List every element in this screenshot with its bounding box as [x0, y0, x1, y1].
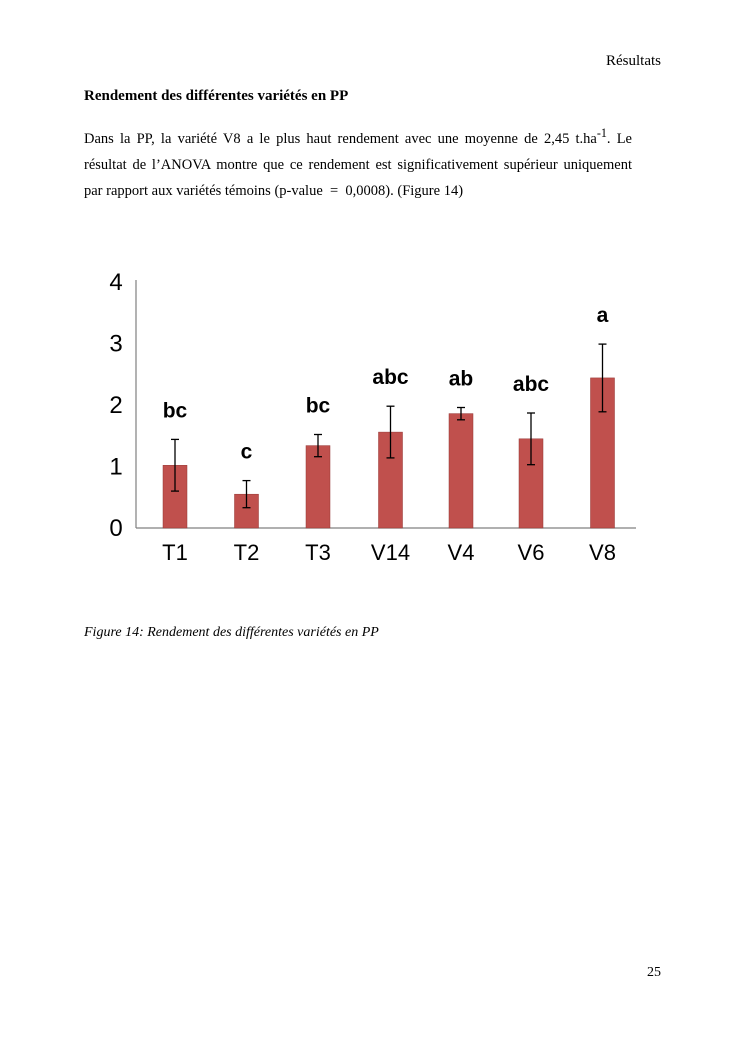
svg-text:abc: abc: [513, 373, 550, 396]
svg-text:T3: T3: [305, 540, 331, 565]
svg-text:T1: T1: [162, 540, 188, 565]
svg-text:3: 3: [109, 331, 122, 358]
svg-text:a: a: [597, 304, 609, 327]
svg-text:c: c: [241, 441, 253, 464]
svg-text:0: 0: [109, 515, 122, 542]
svg-text:bc: bc: [163, 399, 188, 422]
svg-text:4: 4: [109, 269, 122, 296]
svg-text:V4: V4: [448, 540, 475, 565]
svg-text:V14: V14: [371, 540, 410, 565]
svg-text:2: 2: [109, 392, 122, 419]
svg-text:ab: ab: [449, 368, 474, 391]
svg-text:T2: T2: [234, 540, 260, 565]
svg-text:abc: abc: [372, 366, 409, 389]
svg-text:V6: V6: [518, 540, 545, 565]
svg-text:V8: V8: [589, 540, 616, 565]
svg-text:bc: bc: [306, 395, 331, 418]
svg-text:1: 1: [109, 454, 122, 481]
